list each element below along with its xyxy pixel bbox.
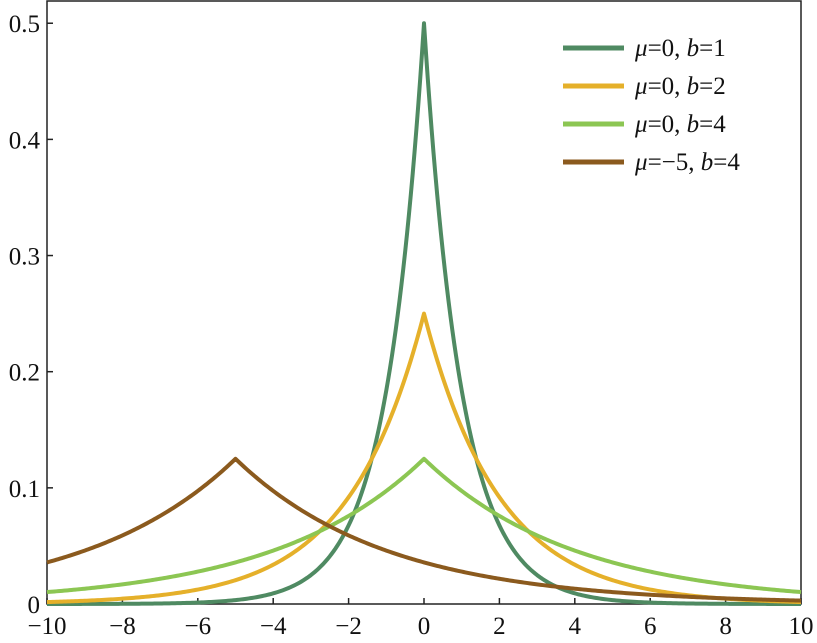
legend-text-part: b <box>687 35 700 62</box>
legend-text-part: =0, <box>648 73 687 100</box>
legend-text-part: μ <box>634 111 648 138</box>
legend-text-part: μ <box>634 73 648 100</box>
x-tick-label: 8 <box>719 613 732 640</box>
x-tick-label: −6 <box>184 613 211 640</box>
legend-label-4: μ=−5, b=4 <box>634 149 740 176</box>
legend-text-part: =0, <box>648 111 687 138</box>
x-tick-label: 10 <box>789 613 814 640</box>
y-tick-label: 0.5 <box>9 11 40 38</box>
series-line-2 <box>46 311 802 605</box>
y-tick-label: 0.1 <box>9 476 40 503</box>
y-tick-label: 0 <box>28 592 41 619</box>
legend-text-part: =0, <box>648 35 687 62</box>
y-tick-label: 0.2 <box>9 360 40 387</box>
legend-label-3: μ=0, b=4 <box>634 111 726 138</box>
x-axis-ticks: −10 −8 −6 −4 −2 0 2 4 6 8 10 <box>27 598 814 640</box>
legend-label-2: μ=0, b=2 <box>634 73 726 100</box>
series-lines <box>46 21 802 606</box>
legend-text-part: =4 <box>713 149 740 176</box>
legend-text-part: =2 <box>699 73 726 100</box>
y-tick-label: 0.3 <box>9 244 40 271</box>
legend-text-part: b <box>687 73 700 100</box>
x-tick-label: 2 <box>493 613 506 640</box>
y-tick-label: 0.4 <box>9 127 41 154</box>
legend-text-part: =4 <box>699 111 726 138</box>
series-line-1 <box>46 21 802 606</box>
legend-text-part: μ <box>634 149 648 176</box>
legend-text-part: μ <box>634 35 648 62</box>
x-tick-label: 4 <box>569 613 582 640</box>
series-line-3 <box>46 456 802 595</box>
x-tick-label: −2 <box>335 613 362 640</box>
x-tick-label: 6 <box>644 613 657 640</box>
x-tick-label: −8 <box>109 613 136 640</box>
series-line-4 <box>46 456 802 603</box>
legend-text-part: =1 <box>699 35 726 62</box>
x-tick-label: 0 <box>418 613 431 640</box>
legend: μ=0, b=1μ=0, b=2μ=0, b=4μ=−5, b=4 <box>563 35 740 176</box>
legend-text-part: b <box>701 149 714 176</box>
x-tick-label: −10 <box>27 613 66 640</box>
legend-text-part: =−5, <box>648 149 701 176</box>
x-tick-label: −4 <box>260 613 287 640</box>
legend-text-part: b <box>687 111 700 138</box>
y-axis-ticks: 0 0.1 0.2 0.3 0.4 0.5 <box>9 11 53 619</box>
legend-label-1: μ=0, b=1 <box>634 35 726 62</box>
